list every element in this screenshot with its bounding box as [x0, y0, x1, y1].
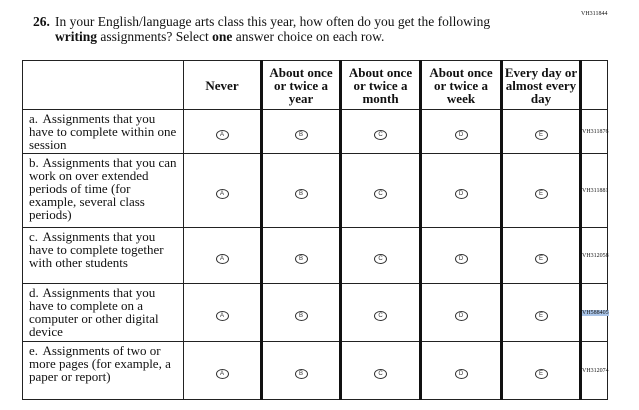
answer-cell: D — [419, 227, 502, 284]
table-row: c. Assignments that you have to complete… — [22, 227, 609, 284]
row-text: Assignments that you have to complete on… — [29, 285, 159, 339]
table-row: d. Assignments that you have to complete… — [22, 283, 609, 342]
table-row: e. Assignments of two or more pages (for… — [22, 341, 609, 400]
header-blank — [22, 60, 184, 110]
row-letter: d. — [29, 285, 39, 300]
answer-bubble-c[interactable]: C — [374, 310, 387, 321]
answer-cell: A — [183, 227, 262, 284]
answer-cell: D — [419, 109, 502, 154]
answer-bubble-e[interactable]: E — [534, 368, 548, 379]
answer-bubble-d[interactable]: D — [454, 368, 468, 379]
answer-bubble-d[interactable]: D — [454, 188, 468, 199]
answer-cell: B — [260, 283, 341, 342]
prompt-bold: one — [212, 29, 233, 44]
prompt-text: In your English/language arts class this… — [55, 14, 491, 29]
answer-cell: A — [183, 153, 262, 228]
answer-cell: E — [500, 283, 581, 342]
row-label: e. Assignments of two or more pages (for… — [22, 341, 184, 400]
answer-bubble-b[interactable]: B — [294, 310, 308, 321]
answer-cell: B — [260, 109, 341, 154]
answer-bubble-b[interactable]: B — [294, 368, 308, 379]
question-number: 26. — [33, 14, 50, 29]
answer-cell: B — [260, 153, 341, 228]
answer-cell: C — [339, 341, 421, 400]
answer-cell: E — [500, 153, 581, 228]
answer-cell: E — [500, 109, 581, 154]
answer-bubble-e[interactable]: E — [534, 310, 548, 321]
answer-cell: A — [183, 109, 262, 154]
response-grid: Never About once or twice a year About onc… — [22, 60, 609, 400]
answer-bubble-a[interactable]: A — [215, 368, 229, 379]
row-text: Assignments that you have to complete wi… — [29, 111, 177, 152]
answer-cell: A — [183, 341, 262, 400]
answer-bubble-c[interactable]: C — [374, 188, 387, 199]
answer-cell: C — [339, 153, 421, 228]
answer-bubble-b[interactable]: B — [294, 129, 308, 140]
row-letter: e. — [29, 343, 39, 358]
answer-cell: B — [260, 341, 341, 400]
answer-cell: C — [339, 227, 421, 284]
row-label: a. Assignments that you have to complete… — [22, 109, 184, 154]
item-id: VH312074 — [582, 367, 609, 374]
prompt-text: assignments? Select — [97, 29, 213, 44]
column-header: About once or twice a month — [339, 60, 421, 110]
answer-bubble-c[interactable]: C — [374, 129, 387, 140]
answer-bubble-c[interactable]: C — [374, 253, 387, 264]
answer-bubble-c[interactable]: C — [374, 368, 387, 379]
answer-bubble-e[interactable]: E — [534, 129, 548, 140]
column-header: About once or twice a year — [260, 60, 341, 110]
item-id-cell: VH312058 — [579, 227, 609, 284]
answer-cell: B — [260, 227, 341, 284]
column-header: About once or twice a week — [419, 60, 502, 110]
table-row: b. Assignments that you can work on over… — [22, 153, 609, 228]
answer-cell: E — [500, 227, 581, 284]
answer-bubble-a[interactable]: A — [215, 310, 229, 321]
answer-cell: D — [419, 153, 502, 228]
item-id: VH312058 — [582, 252, 609, 259]
item-id-cell: VH588405 — [579, 283, 609, 342]
prompt-text: answer choice on each row. — [232, 29, 385, 44]
answer-cell: A — [183, 283, 262, 342]
answer-cell: D — [419, 283, 502, 342]
answer-cell: D — [419, 341, 502, 400]
answer-bubble-d[interactable]: D — [454, 310, 468, 321]
item-id-cell: VH311881 — [579, 153, 609, 228]
answer-bubble-a[interactable]: A — [215, 129, 229, 140]
answer-bubble-a[interactable]: A — [215, 253, 229, 264]
column-header: Every day or almost every day — [500, 60, 581, 110]
row-letter: b. — [29, 155, 39, 170]
id-column-header — [579, 60, 608, 110]
answer-bubble-d[interactable]: D — [454, 253, 468, 264]
item-id-cell: VH311876 — [579, 109, 609, 154]
row-text: Assignments of two or more pages (for ex… — [29, 343, 171, 384]
item-id: VH588405 — [582, 309, 609, 316]
answer-cell: C — [339, 283, 421, 342]
prompt-bold: writing — [55, 29, 97, 44]
row-letter: a. — [29, 111, 39, 126]
answer-bubble-e[interactable]: E — [534, 188, 548, 199]
row-label: d. Assignments that you have to complete… — [22, 283, 184, 342]
row-text: Assignments that you have to complete to… — [29, 229, 164, 270]
question-id: VH311844 — [581, 11, 608, 17]
item-id: VH311881 — [582, 187, 609, 194]
row-text: Assignments that you can work on over ex… — [29, 155, 177, 222]
answer-cell: C — [339, 109, 421, 154]
item-id-cell: VH312074 — [579, 341, 609, 400]
answer-bubble-a[interactable]: A — [215, 188, 229, 199]
item-id: VH311876 — [582, 128, 609, 135]
column-header: Never — [183, 60, 262, 110]
row-letter: c. — [29, 229, 39, 244]
row-label: b. Assignments that you can work on over… — [22, 153, 184, 228]
answer-cell: E — [500, 341, 581, 400]
answer-bubble-b[interactable]: B — [294, 253, 308, 264]
answer-bubble-d[interactable]: D — [454, 129, 468, 140]
question-prompt: 26. In your English/language arts class t… — [33, 14, 553, 44]
table-row: a. Assignments that you have to complete… — [22, 109, 609, 154]
answer-bubble-b[interactable]: B — [294, 188, 308, 199]
answer-bubble-e[interactable]: E — [534, 253, 548, 264]
row-label: c. Assignments that you have to complete… — [22, 227, 184, 284]
